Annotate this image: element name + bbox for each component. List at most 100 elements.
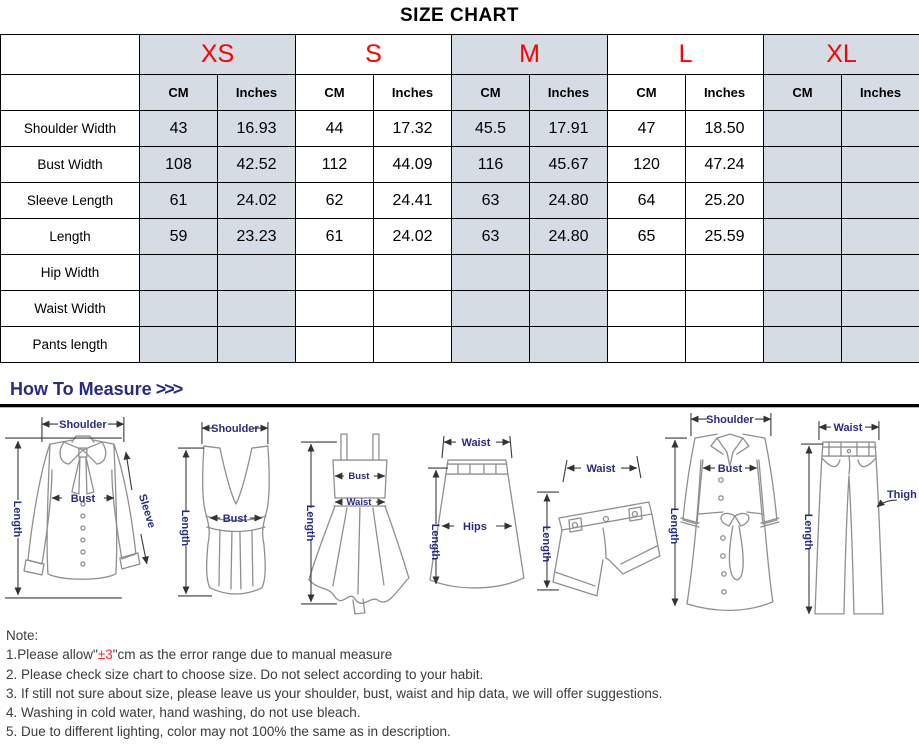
pants-thigh-label: Thigh <box>887 489 917 501</box>
blouse-outline <box>23 435 141 580</box>
value-cell <box>763 146 843 183</box>
shorts-measure-lines <box>537 455 642 591</box>
value-cell: 24.80 <box>529 218 609 255</box>
unit-header-cm: CM <box>607 74 687 111</box>
value-cell: 45.5 <box>451 110 531 147</box>
table-row: Waist Width <box>0 290 919 327</box>
value-cell <box>216 254 297 291</box>
value-cell <box>373 326 453 363</box>
skirt-hips-label: Hips <box>463 521 487 533</box>
size-header-row: XS S M L XL <box>0 34 919 75</box>
value-cell <box>139 326 218 363</box>
value-cell: 24.41 <box>373 182 453 219</box>
value-cell <box>529 290 609 327</box>
row-label: Length <box>0 218 140 255</box>
skirt-waist-label: Waist <box>461 437 490 449</box>
value-cell: 24.80 <box>529 182 609 219</box>
pants-diagram: Waist Length Thigh <box>801 421 917 615</box>
value-cell <box>295 290 375 327</box>
skirt-outline <box>428 459 525 589</box>
value-cell: 43 <box>139 110 218 147</box>
table-row: Pants length <box>0 326 919 363</box>
value-cell <box>763 326 843 363</box>
skirt-length-label: Length <box>429 524 441 561</box>
value-cell: 61 <box>139 182 218 219</box>
value-cell <box>373 290 453 327</box>
value-cell <box>685 254 765 291</box>
measure-diagrams: Shoulder Length Bust Sleeve <box>0 408 919 618</box>
tank-shoulder-label: Shoulder <box>211 423 259 435</box>
dress-diagram: Length Bust Waist <box>300 433 410 615</box>
blouse-length-label: Length <box>11 501 23 538</box>
pants-outline <box>814 441 884 615</box>
note-line-4: 4. Washing in cold water, hand washing, … <box>6 705 361 721</box>
value-cell: 25.59 <box>685 218 765 255</box>
notes-heading: Note: <box>6 628 39 643</box>
value-cell: 24.02 <box>216 182 297 219</box>
value-cell: 59 <box>139 218 218 255</box>
value-cell <box>841 110 919 147</box>
tank-length-label: Length <box>179 510 191 547</box>
dress-length-label: Length <box>304 505 316 542</box>
divider-line <box>0 404 919 408</box>
unit-header-inches: Inches <box>373 74 453 111</box>
tank-top-diagram: Shoulder Length Bust <box>177 422 270 597</box>
value-cell: 47 <box>607 110 687 147</box>
pants-measure-lines <box>801 421 898 615</box>
value-cell <box>607 326 687 363</box>
unit-header-row: CM Inches CM Inches CM Inches CM Inches CM Inches <box>0 74 919 111</box>
unit-header-inches: Inches <box>529 74 609 111</box>
size-header-s: S <box>295 34 453 75</box>
size-header-xs: XS <box>138 34 297 75</box>
coat-measure-lines <box>665 413 772 607</box>
tank-top-measure-lines <box>177 422 269 597</box>
coat-outline <box>680 433 780 612</box>
corner-cell <box>0 74 140 111</box>
value-cell <box>685 326 765 363</box>
value-cell <box>529 254 609 291</box>
blouse-sleeve-label: Sleeve <box>136 493 158 530</box>
tank-bust-label: Bust <box>223 513 248 525</box>
note-line-1: 1.Please allow"±3"cm as the error range … <box>6 647 393 663</box>
value-cell <box>841 290 919 327</box>
dress-measure-lines <box>300 441 386 605</box>
size-table: XS S M L XL CM Inches CM Inches CM Inches CM Inches C… <box>0 34 919 363</box>
row-label: Pants length <box>0 326 140 363</box>
unit-header-cm: CM <box>139 74 218 111</box>
table-row: Shoulder Width 43 16.93 44 17.32 45.5 17.91 47 1… <box>0 110 919 147</box>
dress-waist-label: Waist <box>346 497 372 508</box>
blouse-measure-lines <box>4 417 149 599</box>
value-cell <box>607 254 687 291</box>
value-cell <box>841 182 919 219</box>
coat-length-label: Length <box>668 508 680 545</box>
value-cell: 42.52 <box>216 146 297 183</box>
size-table-body: XS S M L XL CM Inches CM Inches CM Inches CM Inches C… <box>0 34 919 363</box>
unit-header-inches: Inches <box>216 74 297 111</box>
pants-waist-label: Waist <box>834 422 863 434</box>
unit-header-inches: Inches <box>685 74 765 111</box>
row-label: Bust Width <box>0 146 140 183</box>
unit-header-cm: CM <box>451 74 531 111</box>
value-cell <box>139 290 218 327</box>
shorts-waist-label: Waist <box>587 463 616 475</box>
value-cell: 17.32 <box>373 110 453 147</box>
how-to-measure-heading: How To Measure >>> <box>0 363 919 400</box>
value-cell <box>685 290 765 327</box>
shorts-diagram: Waist Length <box>537 455 661 597</box>
note-line-5: 5. Due to different lighting, color may … <box>6 724 451 740</box>
value-cell <box>763 254 843 291</box>
value-cell: 62 <box>295 182 375 219</box>
row-label: Waist Width <box>0 290 140 327</box>
value-cell <box>373 254 453 291</box>
notes-section: Note: 1.Please allow"±3"cm as the error … <box>0 618 919 742</box>
note-line-2: 2. Please check size chart to choose siz… <box>6 666 484 682</box>
page-title: SIZE CHART <box>400 5 519 26</box>
unit-header-cm: CM <box>763 74 843 111</box>
value-cell <box>216 290 297 327</box>
value-cell: 63 <box>451 182 531 219</box>
table-row: Sleeve Length 61 24.02 62 24.41 63 24.80 64 25.2… <box>0 182 919 219</box>
shorts-outline <box>552 501 661 597</box>
value-cell: 47.24 <box>685 146 765 183</box>
blouse-diagram: Shoulder Length Bust Sleeve <box>4 417 158 599</box>
value-cell <box>841 146 919 183</box>
